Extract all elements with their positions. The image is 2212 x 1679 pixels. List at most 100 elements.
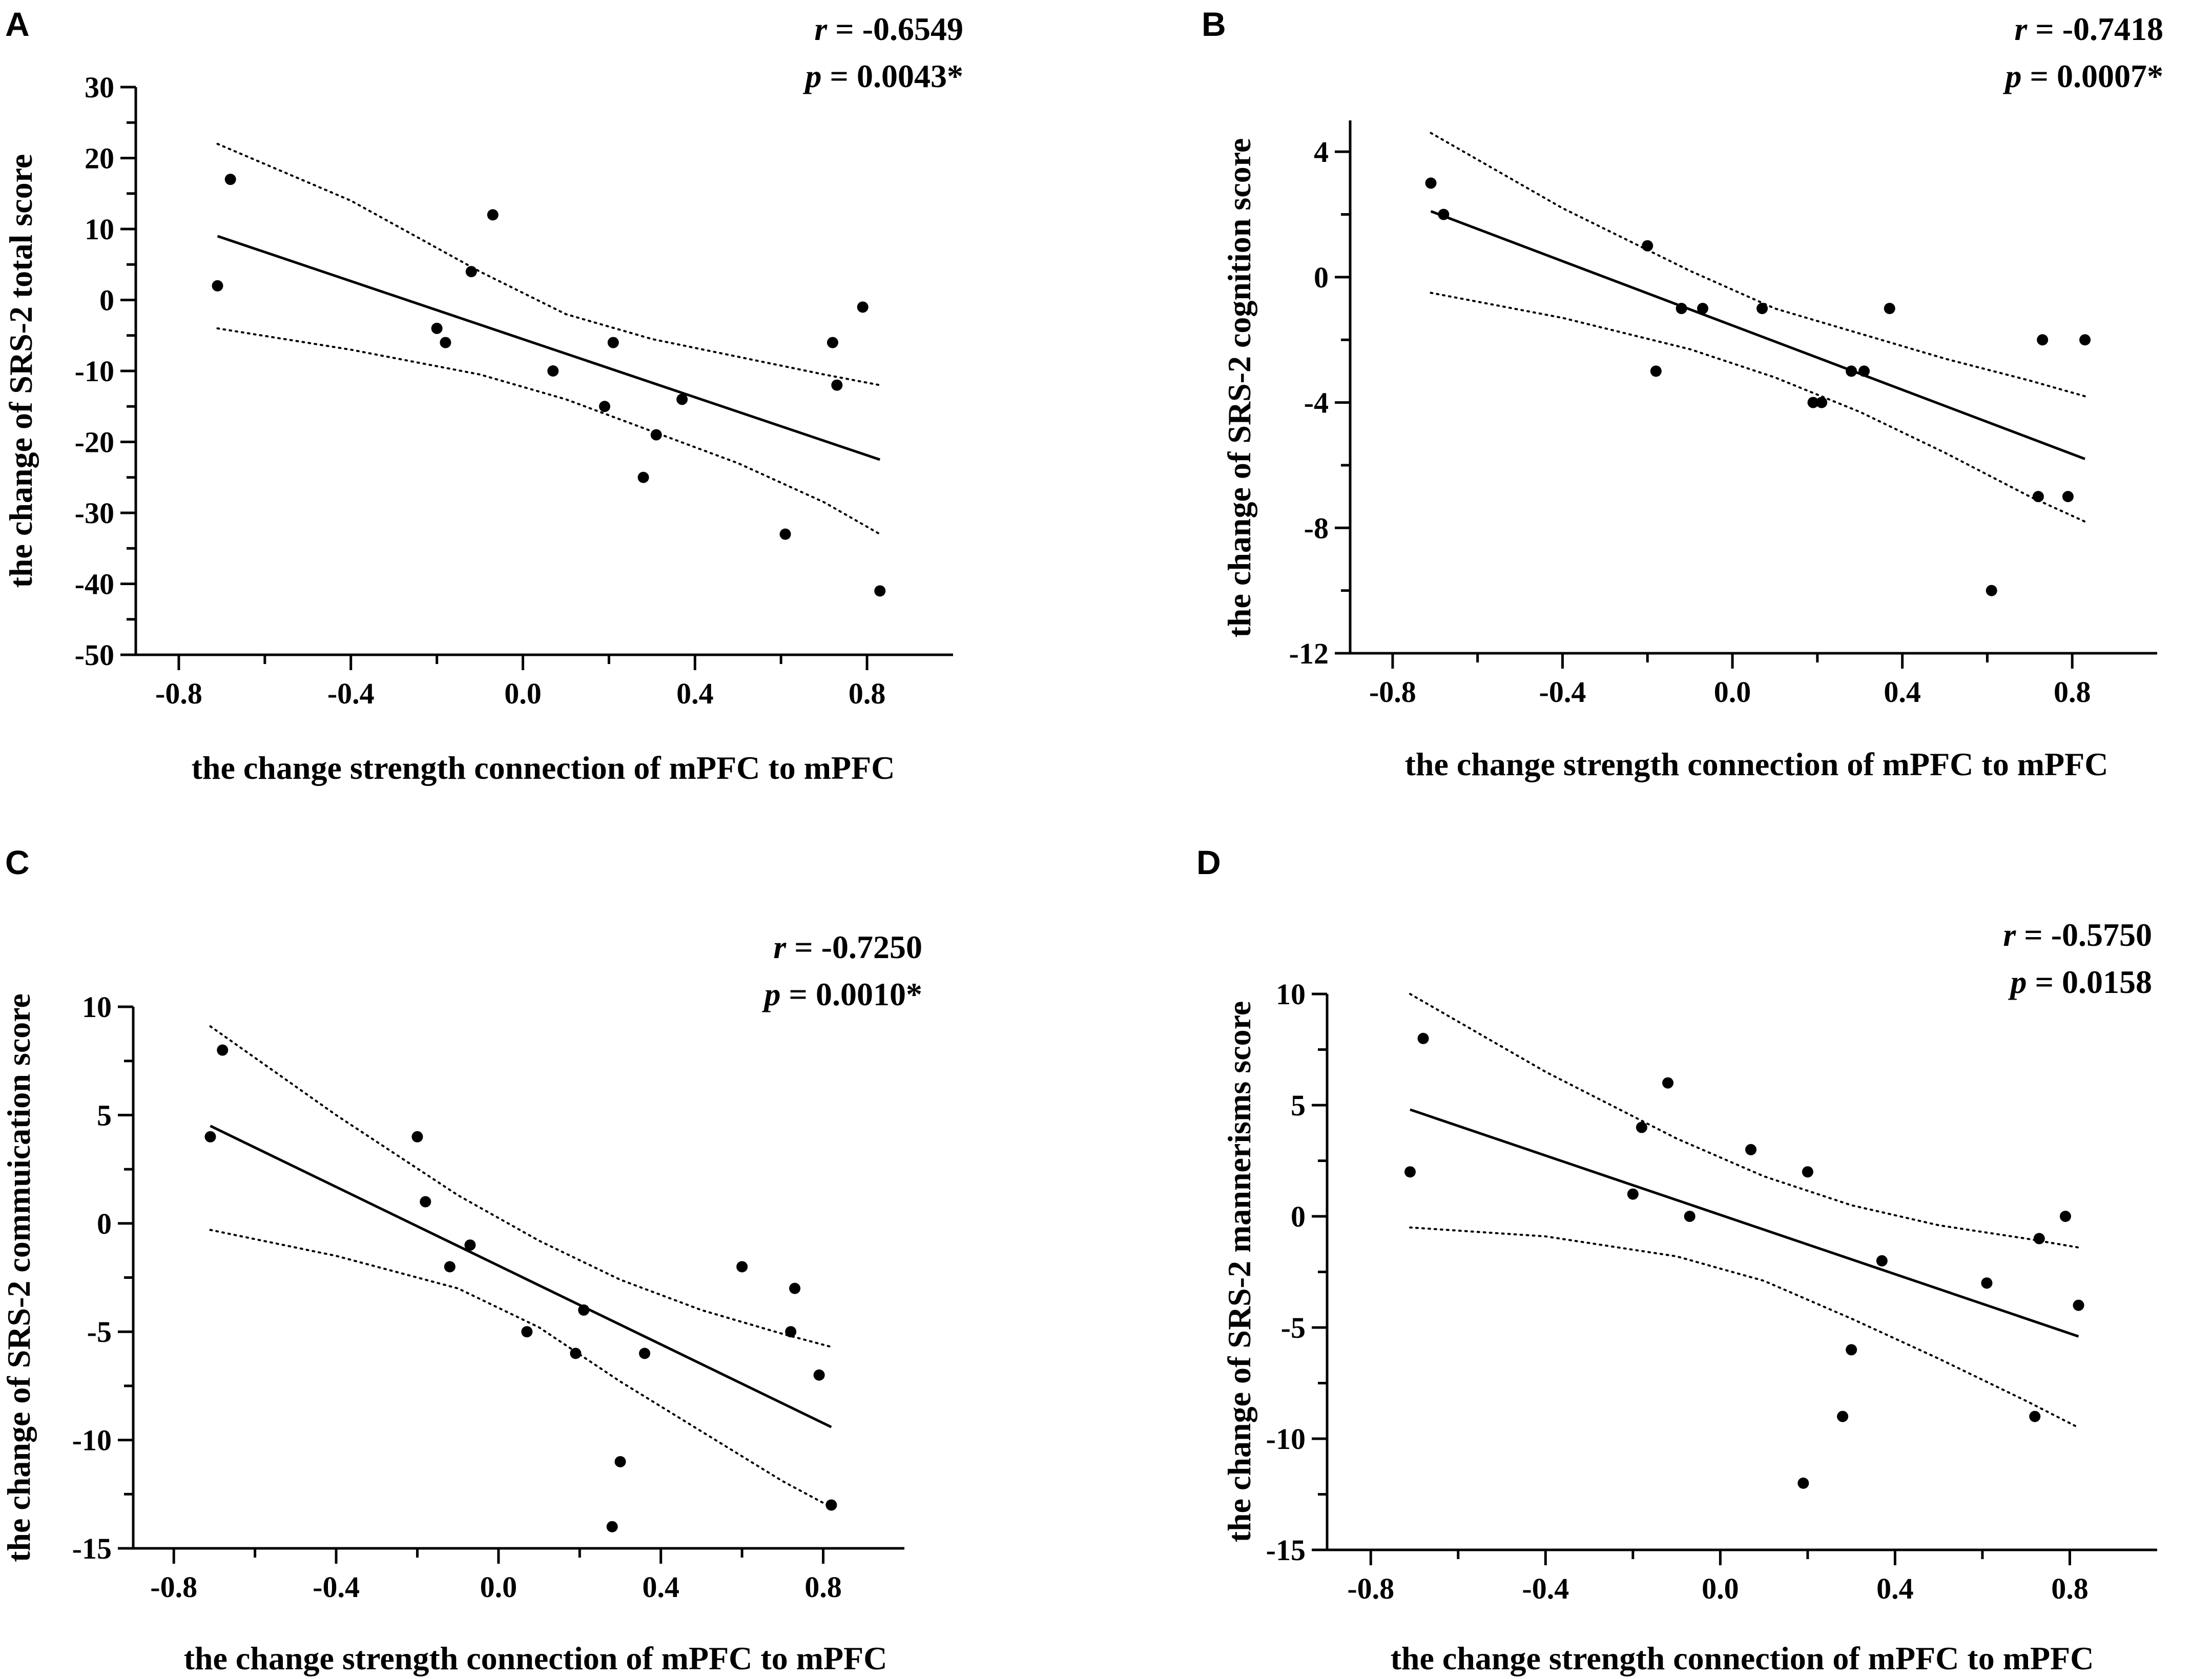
data-point [547,365,559,377]
data-point [440,337,451,348]
panel-b: B -0.8 -0.4 0.0 0.4 0.8 -12 -8 -4 0 4 the change st… [1202,5,2163,782]
data-point [1745,1144,1757,1155]
y-tick-label: 0 [1291,1200,1306,1233]
y-tick-label: 5 [1291,1089,1306,1122]
data-point [411,1131,423,1143]
data-point [1876,1255,1888,1267]
x-tick-label: 0.0 [1714,675,1751,709]
data-point [570,1348,582,1359]
data-point [2033,1233,2045,1245]
data-point [785,1326,797,1338]
data-point [676,393,688,405]
p-value: = 0.0007* [2022,58,2163,94]
x-tick-label: 0.8 [2051,1572,2089,1605]
data-point [607,337,619,348]
data-point [444,1261,456,1273]
r-statistic: r = -0.7250 [773,929,922,965]
r-statistic: r = -0.5750 [2003,917,2152,953]
data-point [431,322,443,334]
data-point [521,1326,533,1338]
ci-upper-band [1409,993,2080,1249]
ci-lower-band [209,1229,833,1508]
ci-lower-band [216,327,881,535]
x-tick-label: -0.8 [150,1570,197,1604]
data-point [212,280,223,292]
data-point [1404,1166,1416,1178]
data-point [1837,1411,1849,1422]
data-point [1981,1277,1993,1289]
y-tick-label: 10 [82,990,112,1024]
p-statistic: p = 0.0043* [803,58,963,94]
r-statistic: r = -0.7418 [2014,11,2163,47]
x-tick-label: 0.8 [2054,675,2091,709]
data-point [420,1196,431,1208]
regression-line [217,235,881,461]
data-point [1986,585,1997,596]
r-symbol: r [814,11,828,47]
y-tick-label: 30 [85,71,114,104]
data-point [1797,1477,1809,1489]
data-point [825,1499,837,1511]
y-tick-label: 10 [1276,978,1306,1011]
regression-line [1410,1108,2079,1338]
y-tick-label: 20 [85,142,114,175]
x-tick-label: -0.8 [1347,1572,1394,1605]
y-tick-label: -30 [75,496,114,530]
y-axis-title: the change of SRS-2 mannerisms score [1221,1001,1257,1543]
y-tick-label: 0 [97,1207,112,1240]
x-tick-label: 0.4 [676,677,714,710]
y-tick-label: -10 [1266,1422,1306,1456]
data-point [736,1261,748,1273]
x-tick-label: 0.8 [849,677,886,710]
panel-a: A -0.8 -0.4 0.0 0.4 0.8 -50 -40 -30 -20 -10 0 10 20 30… [3,5,963,786]
x-axis-title: the change strength connection of mPFC t… [1391,1640,2094,1676]
regression-line [1430,210,2085,461]
x-tick-label: 0.4 [1884,675,1921,709]
data-point [2032,491,2044,503]
y-tick-label: 4 [1314,135,1329,169]
y-tick-label: -50 [75,638,114,672]
x-tick-label: 0.4 [642,1570,679,1604]
data-point [779,528,791,540]
data-point [1756,303,1768,315]
data-point [813,1369,825,1381]
data-point [217,1044,229,1056]
data-point [826,337,838,348]
x-tick-label: 0.0 [504,677,542,710]
r-value: = -0.7418 [2027,11,2163,47]
y-tick-label: 10 [85,213,114,246]
y-tick-label: -10 [75,355,114,388]
data-point [224,174,236,185]
p-statistic: p = 0.0010* [762,976,922,1012]
p-symbol: p [762,976,781,1012]
data-point [487,209,499,221]
data-point [1650,365,1662,377]
data-point [1662,1077,1674,1089]
y-tick-label: 0 [99,284,114,317]
ci-upper-band [216,142,881,386]
x-axis-title: the change strength connection of mPFC t… [192,750,895,786]
panel-label: B [1202,5,1226,43]
data-point [1697,303,1709,315]
y-tick-label: -4 [1304,386,1329,420]
x-axis-title: the change strength connection of mPFC t… [1405,746,2108,782]
data-point [1807,397,1819,408]
x-tick-label: 0.0 [480,1570,518,1604]
panel-c: C -0.8 -0.4 0.0 0.4 0.8 -15 -10 -5 0 5 10 the change… [1,843,922,1676]
data-point [1858,365,1870,377]
data-point [1802,1166,1813,1178]
data-point [599,401,611,412]
y-axis-title: the change of SRS-2 commuication score [1,993,37,1562]
data-point [614,1456,626,1467]
regression-line [210,1125,832,1428]
data-point [639,1348,651,1359]
r-symbol: r [2003,917,2016,953]
x-tick-label: -0.8 [1369,675,1416,709]
data-point [465,266,477,278]
r-symbol: r [773,929,787,965]
data-point [2073,1299,2084,1311]
y-tick-label: -15 [1266,1533,1306,1567]
data-point [1425,177,1437,189]
data-point [874,585,886,597]
